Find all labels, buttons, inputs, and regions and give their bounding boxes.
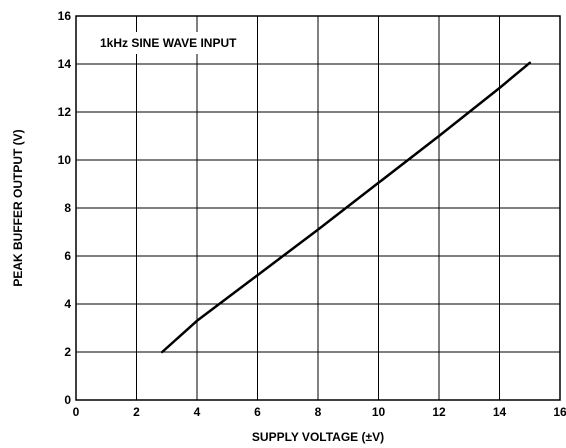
y-tick-label: 4 [64,297,71,311]
y-tick-label: 14 [58,57,72,71]
x-tick-label: 2 [133,405,140,419]
plot-frame [75,15,561,401]
y-tick-label: 10 [58,153,72,167]
x-tick-label: 6 [254,405,261,419]
y-tick-label: 6 [64,249,71,263]
y-tick-label: 8 [64,201,71,215]
y-tick-label: 12 [58,105,72,119]
x-tick-labels: 0 2 4 6 8 10 12 14 16 [73,405,566,419]
y-tick-label: 2 [64,345,71,359]
x-tick-label: 4 [194,405,201,419]
x-tick-label: 14 [493,405,507,419]
grid [75,15,561,401]
y-axis-label: PEAK BUFFER OUTPUT (V) [11,129,25,286]
x-axis-label: SUPPLY VOLTAGE (±V) [252,430,384,444]
y-tick-labels: 0 2 4 6 8 10 12 14 16 [58,9,72,407]
series-line [160,61,532,354]
x-tick-label: 12 [432,405,446,419]
annotation: 1kHz SINE WAVE INPUT [100,36,237,50]
x-tick-label: 8 [315,405,322,419]
series-layer [160,61,532,354]
x-tick-label: 16 [553,405,566,419]
x-tick-label: 10 [372,405,386,419]
x-tick-label: 0 [73,405,80,419]
y-tick-label: 16 [58,9,72,23]
y-tick-label: 0 [64,393,71,407]
annotation-box [94,32,243,54]
